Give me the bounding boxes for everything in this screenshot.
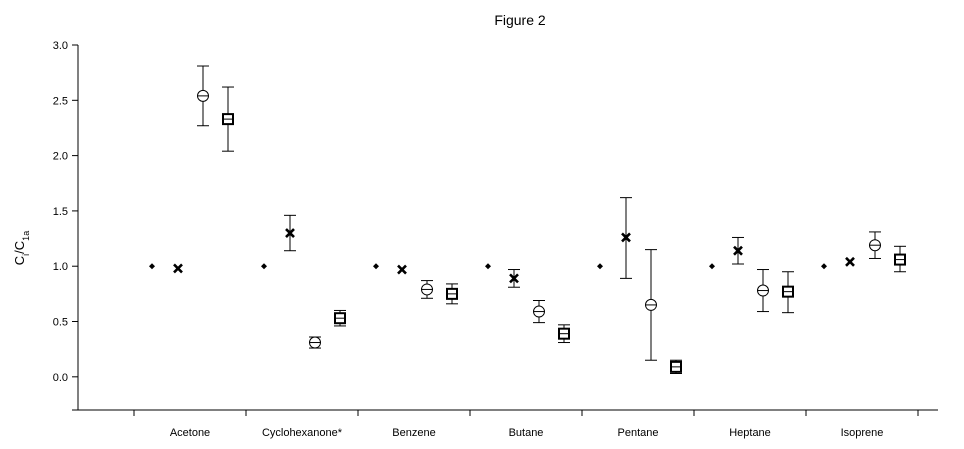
y-tick-label: 0.5 [53,317,68,329]
x-tick-label: Cyclohexanone* [262,427,343,439]
x-tick-label: Pentane [618,427,659,439]
y-axis-label-sub1: i [21,254,31,256]
data-point-diamond [709,263,715,270]
y-tick-label: 3.0 [53,40,68,52]
data-point-diamond [597,263,603,270]
x-tick-label: Isoprene [841,427,884,439]
data-point-x [173,263,183,274]
data-point-diamond [261,263,267,270]
y-axis-label-mid: /C [12,241,27,254]
chart-title: Figure 2 [494,12,546,28]
marks [149,65,906,374]
data-point-x [285,228,295,238]
data-point-x [845,256,855,267]
data-point-x [733,245,743,256]
x-tick-label: Acetone [170,427,210,439]
y-axis-label-sub2: 1a [21,231,31,241]
x-tick-label: Benzene [392,427,435,439]
y-tick-label: 2.0 [53,151,68,163]
y-axis-label: Ci/C1a [12,231,31,265]
data-point-diamond [821,263,827,270]
data-point-diamond [149,263,155,270]
y-axis-label-group: Ci/C1a [12,231,31,265]
data-point-x [509,273,519,284]
data-point-x [621,232,631,243]
y-tick-label: 1.0 [53,261,68,273]
y-tick-label: 1.5 [53,206,68,218]
x-tick-label: Heptane [729,427,771,439]
y-tick-label: 2.5 [53,95,68,107]
axes: 3.0 2.5 2.0 1.5 1.0 0.5 0.0 Acetone Cyclohexanon… [53,40,938,439]
data-point-x [397,264,407,275]
y-tick-label: 0.0 [53,372,68,384]
x-tick-label: Butane [509,427,544,439]
data-point-diamond [485,263,491,270]
y-axis-label-main: C [12,256,27,265]
data-point-diamond [373,263,379,270]
